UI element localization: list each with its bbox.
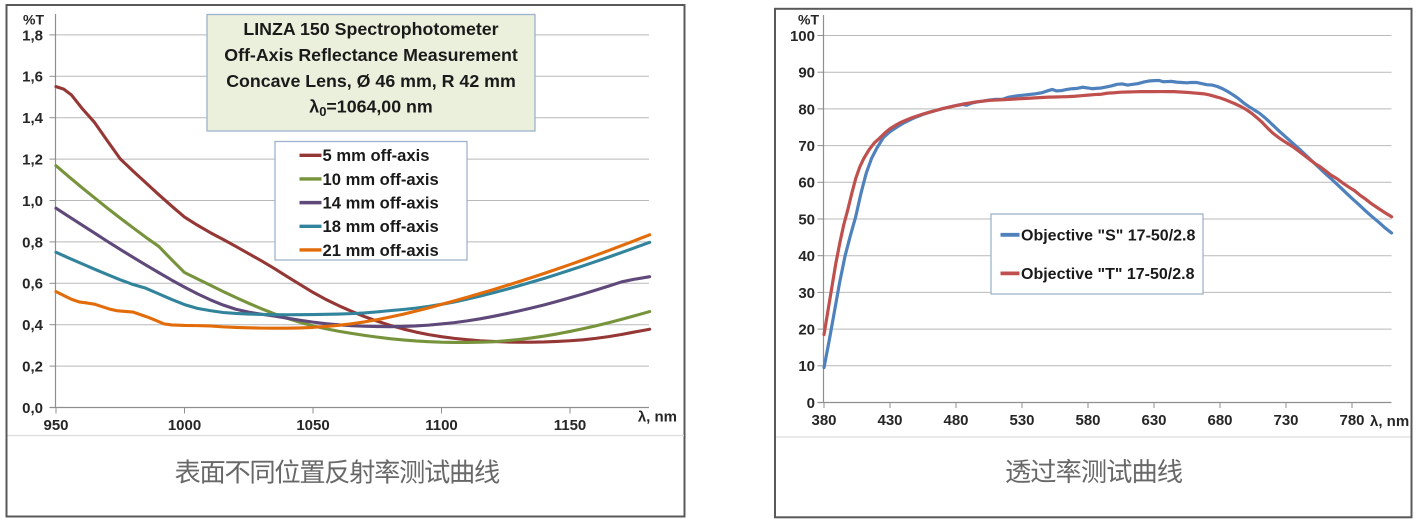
svg-text:10 mm off-axis: 10 mm off-axis [323,170,439,189]
svg-text:Objective "T" 17-50/2.8: Objective "T" 17-50/2.8 [1021,266,1195,283]
svg-text:30: 30 [798,285,815,302]
svg-text:530: 530 [1009,412,1034,429]
svg-text:14 mm off-axis: 14 mm off-axis [323,194,439,213]
svg-text:60: 60 [798,175,815,192]
svg-text:100: 100 [790,28,815,45]
svg-text:0,2: 0,2 [22,359,43,376]
svg-text:80: 80 [798,101,815,118]
svg-text:1,4: 1,4 [22,110,44,127]
svg-text:1,2: 1,2 [22,152,43,169]
svg-text:1150: 1150 [554,417,587,434]
svg-text:380: 380 [811,412,836,429]
svg-text:40: 40 [798,248,815,265]
svg-text:1,6: 1,6 [22,69,43,86]
svg-text:950: 950 [43,417,68,434]
svg-text:730: 730 [1273,412,1298,429]
svg-text:%T: %T [23,12,44,28]
svg-text:1000: 1000 [168,417,201,434]
svg-text:LINZA 150 Spectrophotometer: LINZA 150 Spectrophotometer [243,19,498,39]
svg-text:1,0: 1,0 [22,193,43,210]
svg-text:Concave Lens, Ø 46 mm, R 42 mm: Concave Lens, Ø 46 mm, R 42 mm [226,71,516,91]
svg-text:21 mm off-axis: 21 mm off-axis [323,241,439,260]
svg-text:λ, nm: λ, nm [1370,413,1409,430]
svg-text:0,8: 0,8 [22,234,43,251]
svg-text:20: 20 [798,322,815,339]
svg-text:430: 430 [877,412,902,429]
svg-text:780: 780 [1339,412,1364,429]
svg-text:0,0: 0,0 [22,400,43,417]
svg-text:1,8: 1,8 [22,27,43,44]
svg-text:630: 630 [1141,412,1166,429]
svg-text:%T: %T [798,12,819,28]
svg-text:λ0=1064,00 nm: λ0=1064,00 nm [309,97,432,120]
svg-text:10: 10 [798,358,815,375]
svg-text:Off-Axis Reflectance Measureme: Off-Axis Reflectance Measurement [224,45,518,65]
svg-text:1050: 1050 [296,417,329,434]
svg-text:Objective "S" 17-50/2.8: Objective "S" 17-50/2.8 [1021,228,1195,245]
svg-text:0,4: 0,4 [22,317,44,334]
svg-text:580: 580 [1075,412,1100,429]
svg-text:0,6: 0,6 [22,276,43,293]
svg-text:1100: 1100 [425,417,458,434]
svg-text:90: 90 [798,65,815,82]
svg-text:480: 480 [943,412,968,429]
svg-text:0: 0 [807,395,815,412]
svg-text:70: 70 [798,138,815,155]
svg-text:18 mm off-axis: 18 mm off-axis [323,217,439,236]
svg-text:λ, nm: λ, nm [638,409,677,426]
svg-text:50: 50 [798,211,815,228]
svg-text:680: 680 [1207,412,1232,429]
svg-text:5 mm off-axis: 5 mm off-axis [323,146,430,165]
